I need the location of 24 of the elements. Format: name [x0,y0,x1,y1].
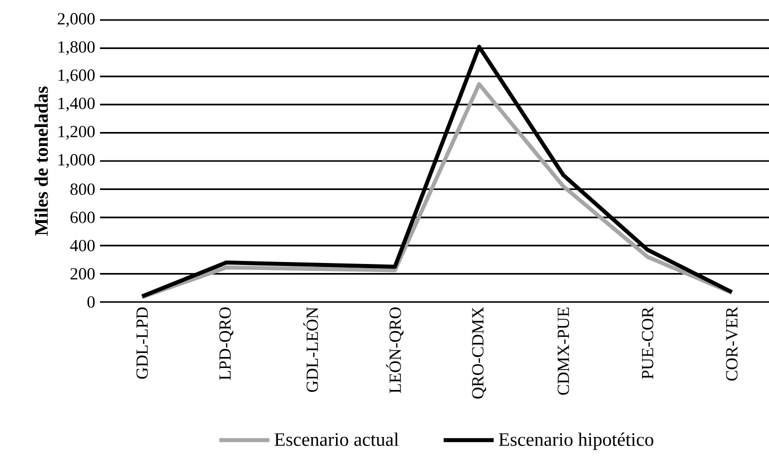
x-tick-label: PUE-COR [642,306,654,379]
y-axis-title: Miles de toneladas [34,86,48,236]
y-tick-label: 1,400 [58,98,95,112]
legend-label: Escenario hipotético [498,432,654,450]
x-tick-label: GDL-LPD [136,307,148,379]
line-series [140,82,734,300]
y-tick-label: 1,600 [58,69,95,84]
y-tick-label: 400 [70,240,95,252]
x-tick-label: COR-VER [726,306,738,381]
y-tick-label: 0 [87,296,95,308]
x-tick-label: LPD-QRO [219,307,234,380]
y-tick-label: 200 [70,268,95,280]
y-tick-label: 1,000 [58,154,95,168]
x-tick-label: LEÓN-QRO [386,307,404,394]
y-tick-label: 600 [70,212,95,224]
y-tick-label: 1,800 [58,41,95,56]
x-tick-label: GDL-LEÓN [303,307,318,392]
y-tick-label: 2,000 [58,13,95,27]
y-tick-label: 800 [70,183,95,195]
y-tick-label: 1,200 [58,126,95,140]
legend-label: Escenario actual [274,432,399,446]
x-tick-label: QRO-CDMX [472,307,486,399]
x-tick-label: CDMX-PUE [558,308,570,395]
line-series [140,44,734,298]
